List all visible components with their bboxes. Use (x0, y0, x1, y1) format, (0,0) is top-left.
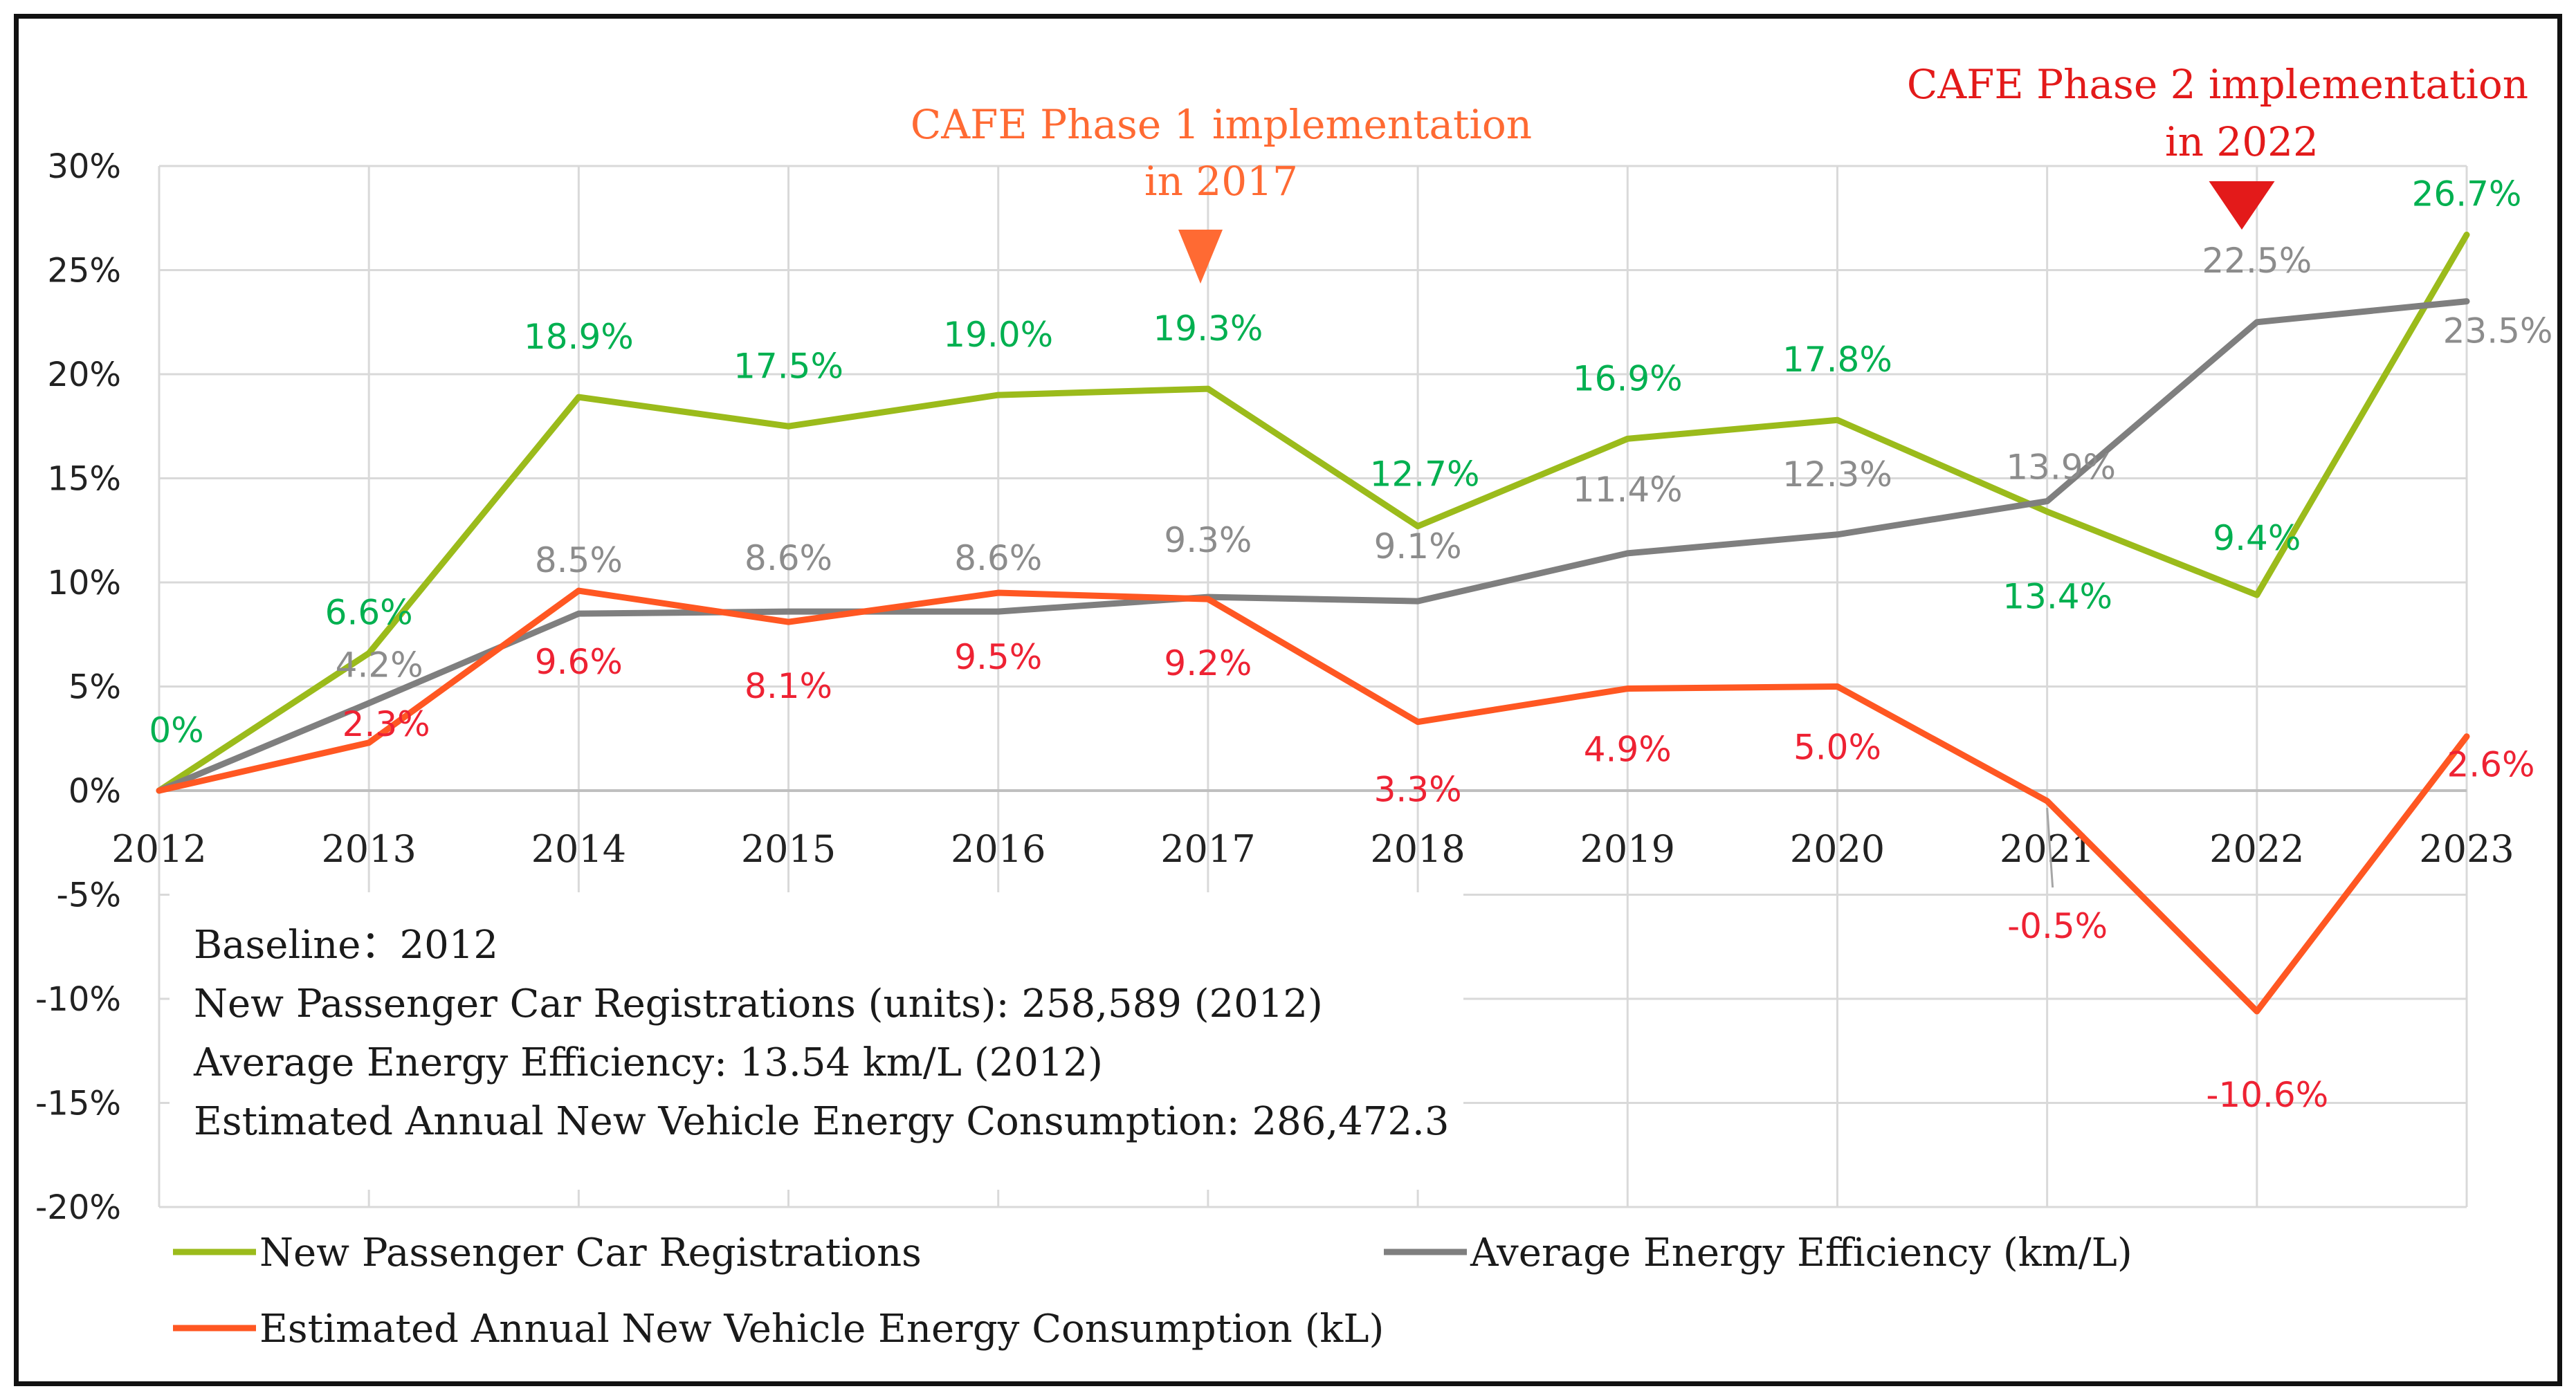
x-tick-label: 2023 (2419, 827, 2514, 871)
y-tick-label: -15% (35, 1085, 121, 1123)
data-label: 3.3% (1374, 770, 1462, 810)
x-tick-label: 2013 (321, 827, 416, 871)
data-label: 18.9% (524, 317, 634, 357)
y-tick-label: 10% (47, 564, 121, 602)
x-tick-label: 2017 (1160, 827, 1255, 871)
data-label: 16.9% (1573, 358, 1683, 398)
y-tick-label: -10% (35, 980, 121, 1019)
data-label: 4.9% (1584, 730, 1672, 770)
leader-line (2046, 807, 2054, 888)
data-label: 13.9% (2006, 448, 2116, 488)
x-tick-label: 2012 (111, 827, 206, 871)
annotation-year: in 2022 (2165, 118, 2319, 165)
x-tick-label: 2019 (1580, 827, 1675, 871)
y-tick-label: 25% (47, 252, 121, 291)
y-tick-label: 0% (68, 772, 121, 811)
data-label: 9.6% (535, 642, 623, 682)
y-tick-label: 5% (68, 668, 121, 707)
annotation-title: CAFE Phase 1 implementation (911, 101, 1532, 148)
legend-label: New Passenger Car Registrations (259, 1231, 922, 1275)
legend-label: Average Energy Efficiency (km/L) (1470, 1231, 2132, 1275)
info-line: New Passenger Car Registrations (units):… (194, 982, 1323, 1026)
annotation-arrow-icon (1178, 230, 1223, 284)
info-box-panel (170, 892, 1463, 1190)
info-line: Baseline：2012 (194, 923, 498, 968)
x-tick-label: 2014 (531, 827, 626, 871)
series-line-3 (156, 587, 2470, 1015)
series-line-2 (156, 298, 2470, 794)
x-tick-label: 2015 (741, 827, 836, 871)
data-label: 8.5% (535, 540, 623, 580)
data-label: 8.6% (954, 538, 1042, 578)
info-box: Baseline：2012 New Passenger Car Registrat… (170, 892, 1463, 1190)
annotation-year: in 2017 (1144, 158, 1298, 205)
data-label: 13.4% (2002, 577, 2112, 617)
data-label: 2.3% (342, 704, 430, 744)
legend-label: Estimated Annual New Vehicle Energy Cons… (259, 1307, 1384, 1352)
data-label: 9.3% (1164, 520, 1252, 560)
y-tick-label: -20% (35, 1188, 121, 1227)
y-axis: -20% -15% -10% -5% 0% 5% 10% 15% 20% 25% 30% (35, 147, 121, 1227)
y-tick-label: -5% (57, 876, 121, 915)
data-label: 8.1% (745, 666, 832, 706)
annotation-title: CAFE Phase 2 implementation (1907, 61, 2528, 108)
data-label: 17.8% (1782, 340, 1892, 380)
y-tick-label: 15% (47, 460, 121, 499)
data-label: 5.0% (1793, 728, 1881, 768)
legend-panel (170, 1210, 2474, 1370)
data-label: 0% (149, 710, 203, 750)
data-label: 8.6% (745, 538, 832, 578)
data-label: 19.0% (943, 315, 1053, 355)
x-tick-label: 2020 (1790, 827, 1885, 871)
data-label: 19.3% (1153, 308, 1263, 349)
x-tick-label: 2016 (951, 827, 1045, 871)
x-tick-label: 2022 (2209, 827, 2304, 871)
annotation-arrow-icon (2209, 181, 2275, 230)
series-lines (156, 231, 2470, 1015)
data-label: 12.3% (1782, 454, 1892, 495)
data-label: 9.2% (1164, 643, 1252, 683)
legend: New Passenger Car Registrations Average E… (170, 1210, 2474, 1370)
data-label: 11.4% (1573, 470, 1683, 510)
y-tick-label: 20% (47, 356, 121, 394)
data-label: 22.5% (2202, 241, 2312, 281)
data-label: 9.5% (954, 637, 1042, 677)
data-label: 9.1% (1374, 526, 1462, 567)
x-tick-label: 2018 (1370, 827, 1465, 871)
data-label: -10.6% (2206, 1075, 2328, 1115)
data-label: 17.5% (733, 346, 843, 386)
data-label: -0.5% (2007, 906, 2108, 946)
y-tick-label: 30% (47, 147, 121, 186)
data-label: 4.2% (336, 645, 423, 685)
data-label: 6.6% (325, 592, 413, 632)
data-label: 9.4% (2213, 518, 2301, 558)
series-line-1 (156, 231, 2470, 794)
annotations: CAFE Phase 1 implementation in 2017 CAFE P… (911, 61, 2528, 284)
data-label: 23.5% (2443, 311, 2553, 351)
data-label: 12.7% (1370, 454, 1480, 495)
data-label: 26.7% (2412, 174, 2522, 214)
data-labels: 0% 6.6% 18.9% 17.5% 19.0% 19.3% 12.7% 16.9% 17.8… (149, 174, 2552, 1115)
info-line: Average Energy Efficiency: 13.54 km/L (2… (193, 1040, 1103, 1085)
data-label: 2.6% (2447, 745, 2534, 785)
x-axis: 2012 2013 2014 2015 2016 2017 2018 2019 2020 2021… (111, 789, 2514, 871)
info-line: Estimated Annual New Vehicle Energy Cons… (194, 1099, 1449, 1144)
